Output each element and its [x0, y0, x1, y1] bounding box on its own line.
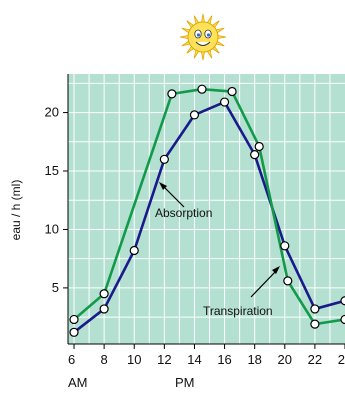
series-line-absorption	[73, 100, 345, 334]
absorption-arrow	[161, 184, 185, 208]
data-point-transpiration	[69, 314, 79, 325]
smiling-sun-icon	[179, 13, 227, 61]
x-tick-label: 8	[101, 352, 108, 367]
x-tick-label: 12	[157, 352, 171, 367]
data-point-transpiration	[197, 84, 207, 94]
transpiration-label: Transpiration	[203, 304, 273, 318]
sun-mouth	[195, 41, 211, 46]
x-tick-label: 6	[68, 352, 75, 367]
data-point-absorption	[99, 304, 109, 314]
data-point-absorption	[340, 296, 345, 306]
x-pm-label: PM	[175, 375, 195, 390]
data-point-transpiration	[99, 289, 109, 299]
data-point-transpiration	[254, 141, 264, 152]
x-tick-label: 20	[278, 352, 292, 367]
absorption-label: Absorption	[155, 206, 212, 220]
annotation-arrows	[159, 182, 280, 298]
x-tick-label: 16	[217, 352, 231, 367]
data-point-absorption	[219, 97, 230, 107]
sun-right-pupil	[206, 33, 211, 37]
x-tick-label: 14	[187, 352, 201, 367]
x-tick-label: 24	[338, 352, 345, 367]
plot-area: Absorption Transpiration	[67, 74, 345, 345]
data-point-transpiration	[227, 86, 237, 97]
sun-face	[187, 21, 219, 53]
transpiration-arrowhead	[272, 266, 280, 274]
x-tick-labels: 6 8 10 12 14 16 18 20 22 24	[68, 344, 345, 367]
y-axis-label: eau / h (ml)	[9, 180, 23, 241]
data-point-absorption	[129, 245, 139, 256]
y-tick-label: 15	[45, 163, 59, 178]
data-point-absorption	[250, 150, 260, 160]
data-point-transpiration	[283, 276, 293, 286]
x-tick-label: 22	[308, 352, 322, 367]
data-point-absorption	[280, 241, 290, 251]
absorption-arrowhead	[159, 182, 167, 190]
data-point-transpiration	[310, 319, 320, 329]
data-point-absorption	[310, 304, 320, 314]
data-point-transpiration	[167, 89, 177, 99]
data-point-absorption	[69, 327, 79, 337]
x-tick-label: 10	[127, 352, 141, 367]
y-tick-label: 20	[45, 105, 59, 120]
grid-lines	[68, 74, 345, 344]
y-tick-label: 5	[52, 280, 59, 295]
transpiration-arrow	[250, 269, 278, 298]
series-markers	[69, 84, 345, 337]
y-tick-labels: 5 10 15 20	[45, 105, 68, 295]
x-am-label: AM	[68, 375, 88, 390]
x-tick-label: 18	[247, 352, 261, 367]
data-point-absorption	[159, 154, 169, 164]
y-tick-label: 10	[45, 221, 59, 236]
data-point-absorption	[189, 110, 200, 120]
sun-left-pupil	[196, 33, 201, 37]
data-point-transpiration	[340, 314, 345, 325]
